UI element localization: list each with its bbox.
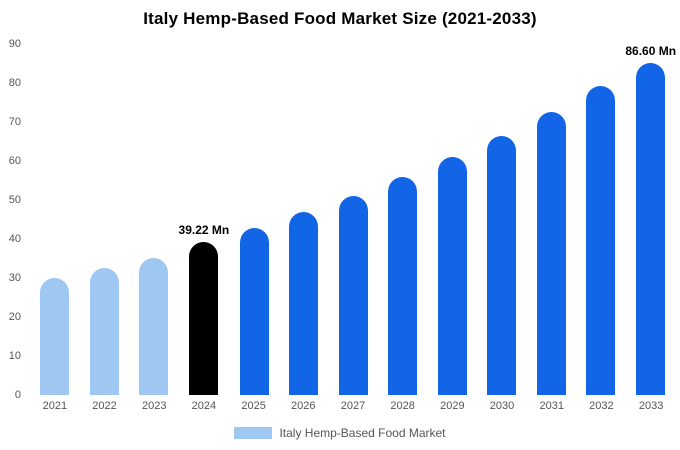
bar-column (30, 44, 80, 395)
bar-value-label: 86.60 Mn (625, 44, 677, 58)
y-axis-tick: 10 (8, 349, 21, 362)
chart-title: Italy Hemp-Based Food Market Size (2021-… (143, 9, 537, 28)
bar-2029 (437, 157, 467, 395)
y-axis-tick: 30 (8, 272, 21, 284)
legend-label: Italy Hemp-Based Food Market (279, 426, 446, 440)
bar-column (378, 44, 428, 395)
y-axis-tick: 50 (8, 193, 21, 206)
bar-column (129, 44, 179, 395)
bar-2025 (239, 228, 269, 395)
bar-column (526, 44, 576, 395)
bar-column (576, 44, 626, 395)
x-axis-label: 2031 (539, 400, 564, 412)
x-axis-label: 2024 (191, 400, 217, 412)
bar-column: 86.60 Mn (625, 44, 676, 395)
y-axis-tick: 0 (14, 389, 21, 401)
y-axis-tick: 40 (8, 233, 21, 245)
bar-2031 (536, 112, 566, 395)
legend: Italy Hemp-Based Food Market (0, 426, 680, 440)
legend-swatch (234, 427, 273, 439)
bar-2024 (189, 242, 219, 395)
x-axis-label: 2033 (638, 400, 664, 412)
bar-2021 (40, 278, 70, 395)
plot-area: 39.22 Mn 86.60 Mn (30, 44, 676, 395)
x-axis-label: 2032 (589, 400, 614, 412)
y-axis-tick: 20 (8, 311, 21, 323)
x-axis-labels: 2021 2022 2023 2024 2025 2026 2027 2028 2029 2030… (30, 400, 676, 412)
x-axis-label: 2026 (291, 400, 316, 412)
x-axis-label: 2023 (141, 400, 167, 412)
bar-2033 (636, 63, 666, 395)
y-axis-tick: 70 (8, 115, 21, 128)
bar-2023 (139, 258, 169, 395)
y-axis-tick: 90 (8, 38, 21, 50)
bar-column: 39.22 Mn (178, 44, 230, 395)
bar-2022 (89, 268, 119, 395)
x-axis-label: 2027 (340, 400, 366, 412)
x-axis-label: 2025 (241, 400, 266, 412)
x-axis-label: 2030 (489, 400, 515, 412)
bar-2032 (586, 86, 616, 395)
x-axis-label: 2022 (92, 400, 117, 412)
bar-column (427, 44, 477, 395)
bar-column (328, 44, 378, 395)
bar-2026 (289, 212, 319, 395)
bar-2028 (388, 177, 418, 395)
bar-column (229, 44, 279, 395)
y-axis: 90 80 70 60 50 40 30 20 10 0 (0, 38, 26, 401)
bar-column (279, 44, 329, 395)
bar-2027 (338, 196, 368, 395)
bar-2030 (487, 136, 517, 395)
y-axis-tick: 60 (8, 155, 21, 167)
x-axis-label: 2028 (390, 400, 415, 412)
bar-value-label: 39.22 Mn (178, 223, 230, 237)
bar-column (477, 44, 527, 395)
bar-column (80, 44, 130, 395)
x-axis-label: 2029 (440, 400, 465, 412)
y-axis-tick: 80 (8, 76, 21, 89)
x-axis-label: 2021 (42, 400, 68, 412)
